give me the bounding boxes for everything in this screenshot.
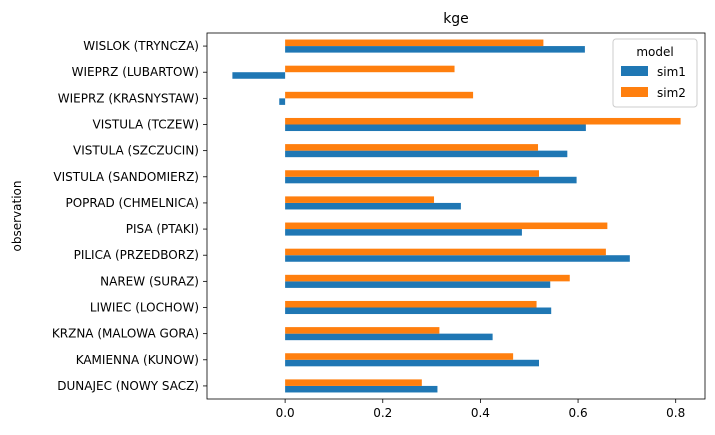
x-tick-label: 0.4 — [471, 406, 490, 420]
y-tick-label: WISLOK (TRYNCZA) — [83, 39, 199, 53]
bar-sim1-7 — [285, 202, 461, 210]
bar-sim2-7 — [285, 196, 435, 203]
bar-sim2-11 — [285, 91, 474, 99]
bar-sim2-9 — [285, 144, 539, 151]
bar-sim1-3 — [285, 307, 552, 315]
x-tick-label: 0.6 — [569, 406, 588, 420]
y-tick-label: LIWIEC (LOCHOW) — [90, 301, 199, 315]
bar-sim2-8 — [285, 170, 539, 177]
y-tick-label: VISTULA (SZCZUCIN) — [73, 144, 199, 158]
y-tick-label: WIEPRZ (KRASNYSTAW) — [58, 91, 199, 105]
bar-sim1-4 — [285, 281, 551, 288]
bar-sim1-5 — [285, 255, 630, 262]
bar-sim1-2 — [285, 333, 493, 341]
bar-sim2-12 — [285, 65, 455, 73]
bar-sim2-6 — [285, 222, 608, 230]
legend-items: sim1 sim2 — [621, 65, 686, 100]
bar-sim1-6 — [285, 229, 522, 236]
bar-sim1-11 — [279, 98, 286, 105]
bar-sim2-13 — [285, 39, 544, 47]
bar-sim2-5 — [285, 248, 606, 256]
bar-sim1-0 — [285, 385, 438, 393]
y-tick-label: DUNAJEC (NOWY SACZ) — [57, 379, 199, 393]
bar-sim2-10 — [285, 117, 681, 125]
bar-sim2-4 — [285, 274, 570, 282]
bar-sim2-1 — [285, 353, 514, 360]
bar-sim1-13 — [285, 46, 585, 53]
y-tick-label: KAMIENNA (KUNOW) — [76, 353, 199, 367]
legend-swatch-sim1 — [621, 66, 648, 76]
bars-layer — [232, 39, 681, 393]
bar-sim2-2 — [285, 327, 440, 334]
bar-sim1-10 — [285, 124, 586, 132]
legend-label-sim2: sim2 — [657, 86, 686, 100]
bar-sim1-8 — [285, 176, 577, 184]
x-tick-label: 0.2 — [373, 406, 392, 420]
x-tick-label: 0.8 — [666, 406, 685, 420]
bar-sim2-3 — [285, 300, 537, 308]
x-tick-label: 0.0 — [276, 406, 295, 420]
y-tick-label: PILICA (PRZEDBORZ) — [74, 248, 199, 262]
y-tick-label: POPRAD (CHMELNICA) — [65, 196, 199, 210]
legend-title: model — [636, 45, 673, 59]
bar-sim2-0 — [285, 379, 422, 386]
y-tick-label: VISTULA (SANDOMIERZ) — [53, 170, 199, 184]
bar-sim1-1 — [285, 359, 539, 367]
plot-frame — [206, 32, 706, 400]
y-tick-label: NAREW (SURAZ) — [100, 274, 199, 288]
y-axis-label: observation — [10, 181, 24, 252]
ticks-layer: DUNAJEC (NOWY SACZ) KAMIENNA (KUNOW) KRZNA… — [52, 39, 685, 420]
legend-label-sim1: sim1 — [657, 65, 686, 79]
y-tick-label: VISTULA (TCZEW) — [93, 118, 200, 132]
legend-swatch-sim2 — [621, 87, 648, 97]
y-tick-label: WIEPRZ (LUBARTOW) — [72, 65, 199, 79]
bar-sim1-12 — [232, 72, 286, 79]
legend: model sim1 sim2 — [612, 38, 698, 108]
y-tick-label: PISA (PTAKI) — [126, 222, 199, 236]
bar-sim1-9 — [285, 150, 568, 158]
y-tick-label: KRZNA (MALOWA GORA) — [52, 327, 199, 341]
chart-title: kge — [443, 11, 469, 27]
